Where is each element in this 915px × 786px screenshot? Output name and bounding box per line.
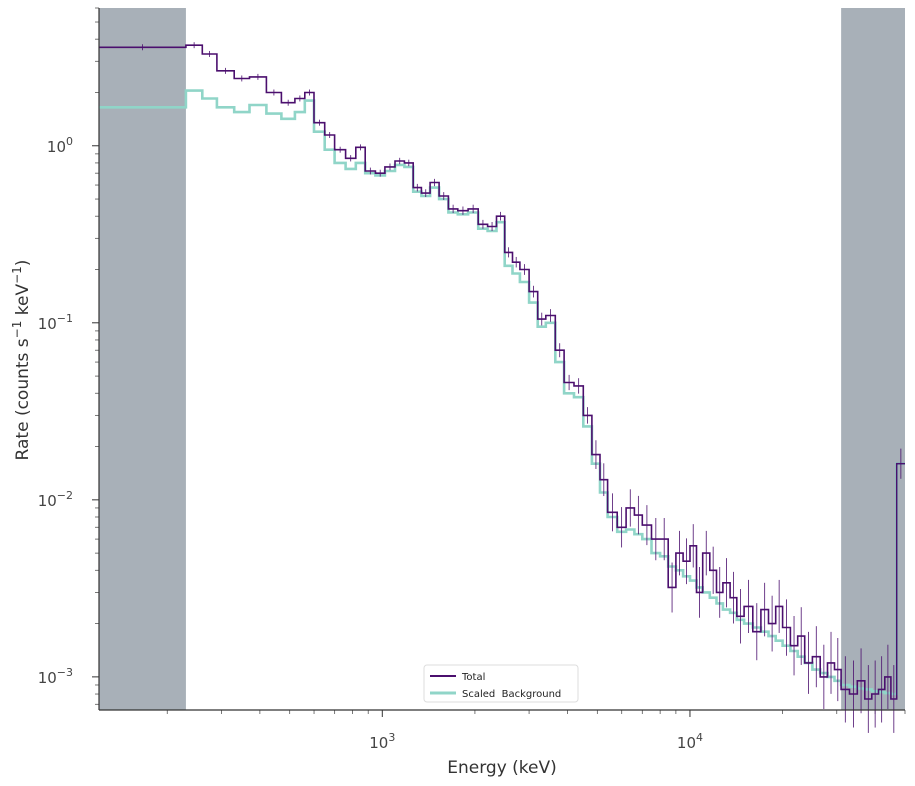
minor-ticks: [95, 7, 906, 714]
y-tick-label: 10−3: [38, 666, 73, 687]
legend-label-total: Total: [461, 672, 485, 683]
legend-label-background: Scaled Background: [462, 689, 561, 700]
y-tick-label: 10−1: [38, 312, 73, 333]
x-axis-label: Energy (keV): [447, 758, 557, 778]
y-axis-label: Rate (counts s−1 keV−1): [10, 260, 33, 461]
legend-box: [423, 664, 579, 703]
y-tick-label: 10−2: [38, 489, 73, 510]
excluded-region-0: [99, 8, 186, 710]
excluded-region-1: [841, 8, 905, 710]
tick-labels: 103 104 100 10−1 10−2 10−3: [38, 135, 703, 752]
axes: [98, 8, 905, 711]
x-tick-label: 104: [677, 731, 703, 752]
series-line-total: [99, 44, 905, 700]
excluded-regions: [99, 8, 905, 710]
series-line-scaled-background: [99, 89, 905, 696]
series-lines: [99, 42, 905, 733]
x-tick-label: 103: [369, 731, 395, 752]
y-tick-label: 100: [47, 135, 73, 156]
legend: Total Scaled Background: [423, 664, 579, 703]
